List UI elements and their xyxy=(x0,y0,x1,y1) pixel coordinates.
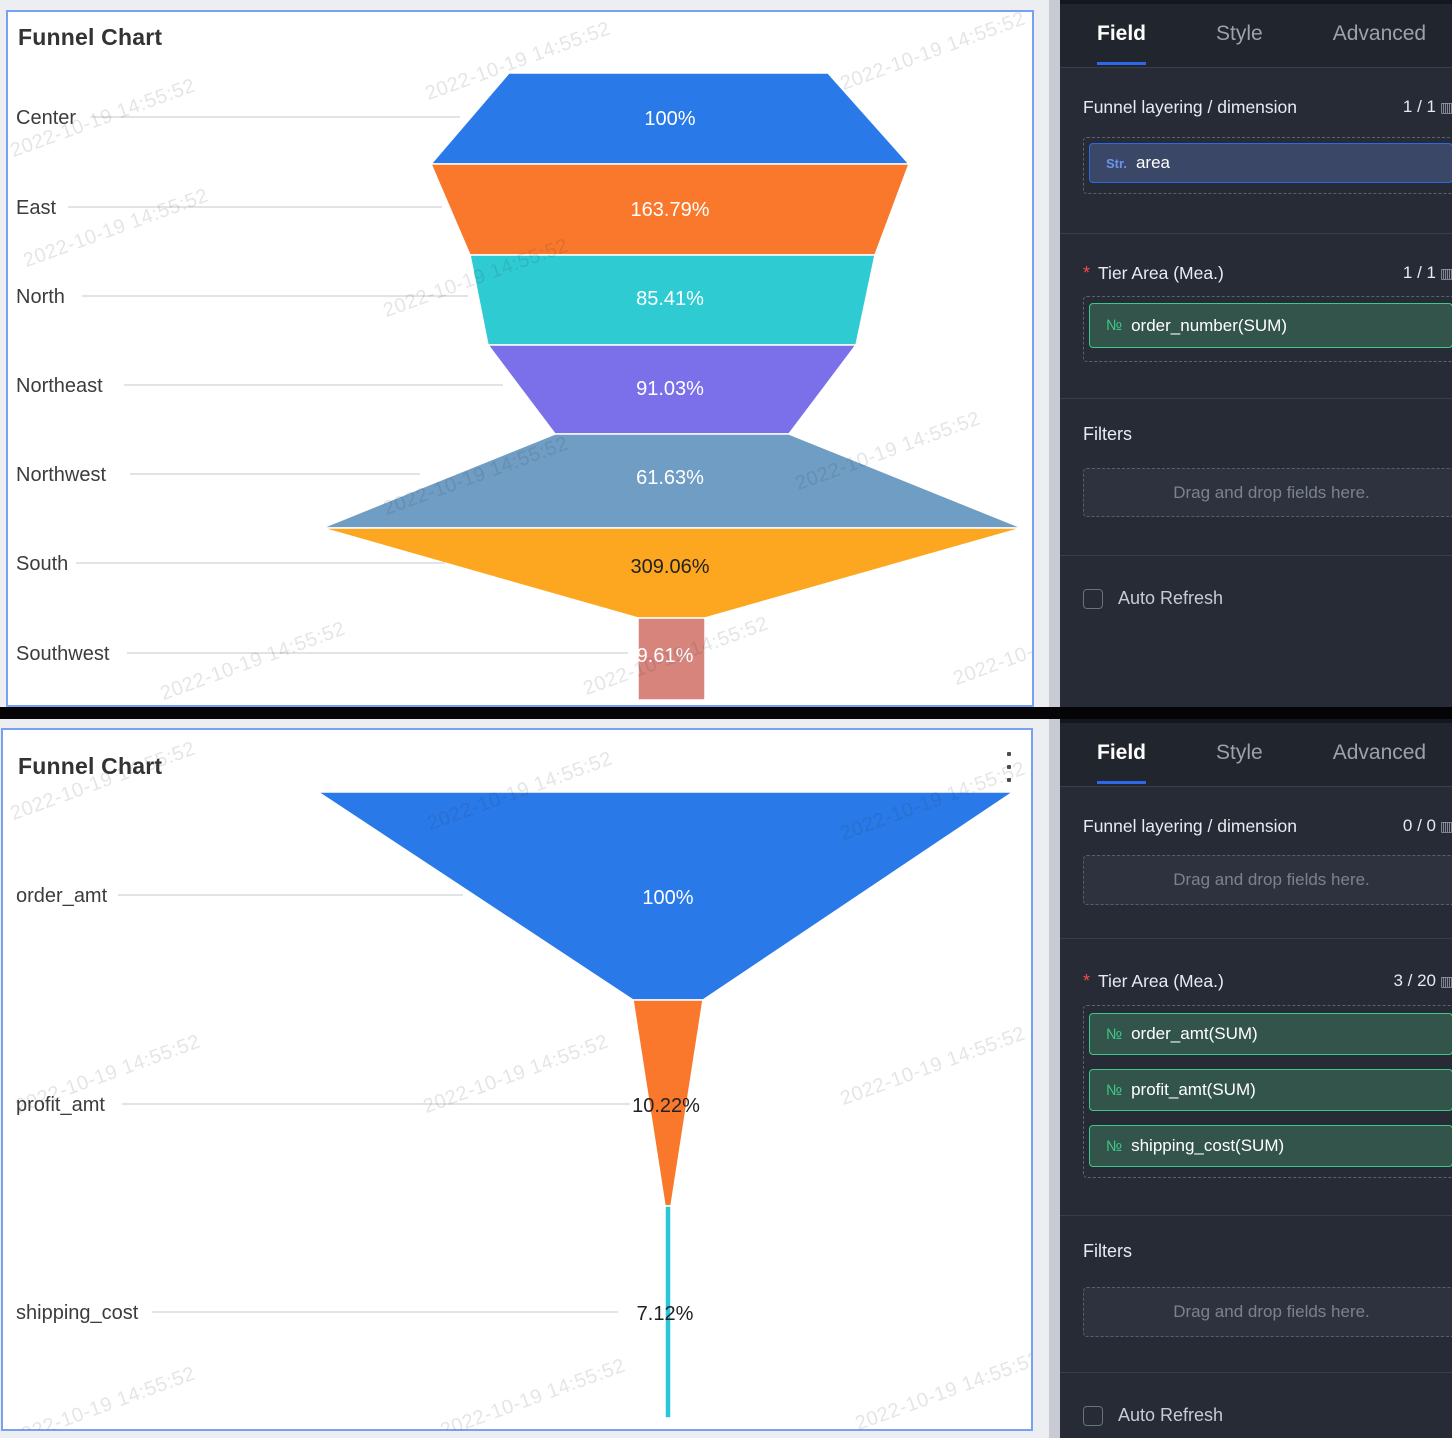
number-type-icon: № xyxy=(1106,1137,1123,1155)
tab-active-underline xyxy=(1097,62,1147,65)
measure-field-pill[interactable]: № shipping_cost(SUM) xyxy=(1089,1125,1452,1167)
chart-title: Funnel Chart xyxy=(18,753,163,779)
funnel-count-icon: ▥ xyxy=(1440,264,1452,281)
dropzone-placeholder: Drag and drop fields here. xyxy=(1173,870,1370,889)
dropzone-placeholder: Drag and drop fields here. xyxy=(1173,1302,1370,1321)
tab-advanced-label: Advanced xyxy=(1332,741,1427,764)
measure-section-header: * Tier Area (Mea.) 1 / 1 ▥ xyxy=(1083,258,1452,288)
tab-style-label: Style xyxy=(1216,741,1263,764)
tab-advanced-label: Advanced xyxy=(1332,22,1427,45)
auto-refresh-label: Auto Refresh xyxy=(1118,588,1224,608)
sidebar-top-edge xyxy=(1060,719,1452,723)
number-type-icon: № xyxy=(1106,317,1123,334)
auto-refresh-checkbox[interactable] xyxy=(1083,588,1103,609)
tab-active-underline xyxy=(1097,781,1147,784)
dimension-section-header: Funnel layering / dimension 1 / 1 ▥ xyxy=(1083,92,1452,122)
required-asterisk: * xyxy=(1083,262,1091,283)
dimension-count: 1 / 1 xyxy=(1402,97,1436,116)
funnel-count-icon: ▥ xyxy=(1440,972,1452,989)
funnel-segment-Center[interactable] xyxy=(429,72,911,165)
auto-refresh-checkbox[interactable] xyxy=(1083,1405,1103,1426)
dimension-dropzone[interactable]: Drag and drop fields here. xyxy=(1083,855,1452,905)
config-sidebar-bottom: Field Style Advanced Funnel layering / d… xyxy=(1060,719,1452,1438)
dimension-section-header: Funnel layering / dimension 0 / 0 ▥ xyxy=(1083,811,1452,841)
funnel-segment-Southwest[interactable] xyxy=(637,617,706,701)
measure-field-pill[interactable]: № order_amt(SUM) xyxy=(1089,1013,1452,1055)
dimension-field-pill[interactable]: Str. area xyxy=(1089,143,1452,183)
funnel-segment-North[interactable] xyxy=(469,254,876,346)
measure-field-pill[interactable]: № profit_amt(SUM) xyxy=(1089,1069,1452,1111)
measure-section-header: * Tier Area (Mea.) 3 / 20 ▥ xyxy=(1083,966,1452,996)
measure-section-label: Tier Area (Mea.) xyxy=(1098,970,1224,991)
measure-count: 1 / 1 xyxy=(1402,263,1436,282)
sidebar-tab-header: Field Style Advanced xyxy=(1060,0,1452,68)
section-divider xyxy=(1060,1372,1452,1373)
auto-refresh-row: Auto Refresh xyxy=(1083,1405,1223,1426)
config-sidebar-top: Field Style Advanced Funnel layering / d… xyxy=(1060,0,1452,707)
funnel-segment-shipping_cost[interactable] xyxy=(664,1205,672,1419)
tab-style[interactable]: Style xyxy=(1216,0,1263,68)
filters-dropzone[interactable]: Drag and drop fields here. xyxy=(1083,468,1452,517)
measure-field-name: order_number(SUM) xyxy=(1131,315,1287,335)
funnel-count-icon: ▥ xyxy=(1440,98,1452,115)
tab-field[interactable]: Field xyxy=(1097,719,1147,787)
funnel-count-icon: ▥ xyxy=(1440,817,1452,834)
tab-advanced[interactable]: Advanced xyxy=(1333,719,1426,787)
filters-dropzone[interactable]: Drag and drop fields here. xyxy=(1083,1287,1452,1337)
tab-field-label: Field xyxy=(1097,22,1147,45)
measure-count: 3 / 20 xyxy=(1393,971,1436,990)
filters-section-label: Filters xyxy=(1083,424,1132,444)
auto-refresh-label: Auto Refresh xyxy=(1118,1405,1224,1425)
more-menu-icon[interactable] xyxy=(1003,752,1015,792)
panel-separator xyxy=(0,707,1452,719)
measure-field-pill[interactable]: № order_number(SUM) xyxy=(1089,303,1452,348)
dropzone-placeholder: Drag and drop fields here. xyxy=(1173,482,1370,502)
measure-field-name: order_amt(SUM) xyxy=(1131,1024,1258,1043)
number-type-icon: № xyxy=(1106,1081,1123,1099)
section-divider xyxy=(1060,233,1452,234)
tab-advanced[interactable]: Advanced xyxy=(1333,0,1426,68)
sidebar-tab-header: Field Style Advanced xyxy=(1060,719,1452,787)
auto-refresh-row: Auto Refresh xyxy=(1083,588,1223,609)
funnel-segment-East[interactable] xyxy=(429,163,911,256)
tab-style-label: Style xyxy=(1216,22,1263,45)
measure-dropzone[interactable]: № order_number(SUM) xyxy=(1083,296,1452,362)
tab-field-label: Field xyxy=(1097,741,1147,764)
measure-field-name: shipping_cost(SUM) xyxy=(1131,1136,1285,1155)
filters-section-label: Filters xyxy=(1083,1241,1132,1261)
section-divider xyxy=(1060,1215,1452,1216)
required-asterisk: * xyxy=(1083,970,1091,991)
section-divider xyxy=(1060,555,1452,556)
dimension-dropzone[interactable]: Str. area xyxy=(1083,137,1452,194)
dimension-field-name: area xyxy=(1135,153,1170,172)
section-divider xyxy=(1060,938,1452,939)
dimension-count: 0 / 0 xyxy=(1402,816,1436,835)
dimension-section-label: Funnel layering / dimension xyxy=(1083,96,1298,117)
measure-field-name: profit_amt(SUM) xyxy=(1131,1080,1256,1099)
section-divider xyxy=(1060,398,1452,399)
string-type-icon: Str. xyxy=(1106,155,1127,171)
tab-field[interactable]: Field xyxy=(1097,0,1147,68)
measure-dropzone[interactable]: № order_amt(SUM) № profit_amt(SUM) № shi… xyxy=(1083,1005,1452,1178)
measure-section-label: Tier Area (Mea.) xyxy=(1098,262,1224,283)
chart-title: Funnel Chart xyxy=(18,24,163,50)
tab-style[interactable]: Style xyxy=(1216,719,1263,787)
scrollbar-track[interactable] xyxy=(1049,0,1060,1438)
sidebar-top-edge xyxy=(1060,0,1452,4)
dimension-section-label: Funnel layering / dimension xyxy=(1083,815,1298,836)
number-type-icon: № xyxy=(1106,1025,1123,1043)
